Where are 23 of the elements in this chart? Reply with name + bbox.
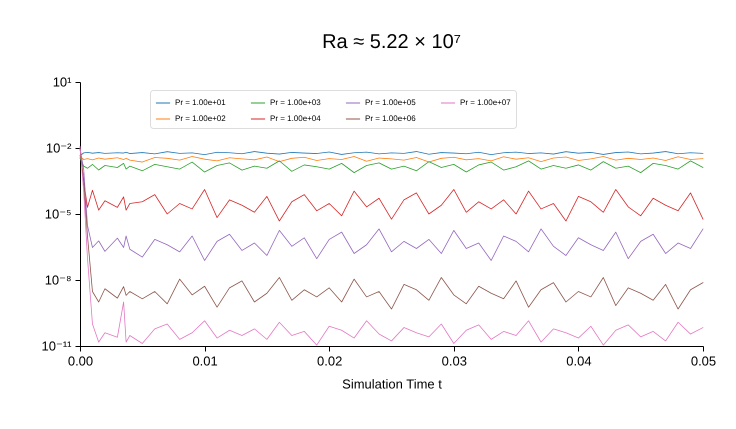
legend-label: Pr = 1.00e+04 — [270, 114, 322, 123]
chart-title: Ra ≈ 5.22 × 10⁷ — [322, 31, 461, 53]
x-tick-label: 0.04 — [566, 354, 592, 368]
x-tick-label: 0.00 — [68, 354, 94, 368]
y-tick-label: 10⁻² — [46, 140, 72, 156]
legend-label: Pr = 1.00e+05 — [365, 98, 416, 107]
x-tick-label: 0.05 — [690, 354, 716, 368]
x-tick-label: 0.01 — [192, 354, 218, 368]
legend-label: Pr = 1.00e+01 — [175, 98, 226, 107]
y-tick-label: 10⁻¹¹ — [42, 338, 72, 354]
x-tick-label: 0.03 — [442, 354, 467, 368]
y-tick-label: 10⁻⁸ — [44, 272, 72, 288]
line-series — [80, 158, 704, 174]
line-series — [80, 148, 704, 261]
legend-label: Pr = 1.00e+07 — [460, 98, 512, 107]
line-series — [80, 148, 704, 310]
legend-label: Pr = 1.00e+03 — [270, 98, 322, 107]
y-tick-label: 10⁻⁵ — [44, 206, 72, 222]
y-tick-label: 10¹ — [52, 74, 72, 90]
x-tick-label: 0.02 — [317, 354, 342, 368]
x-axis-title: Simulation Time t — [342, 376, 442, 392]
legend-label: Pr = 1.00e+02 — [175, 114, 226, 123]
legend-label: Pr = 1.00e+06 — [365, 114, 416, 123]
